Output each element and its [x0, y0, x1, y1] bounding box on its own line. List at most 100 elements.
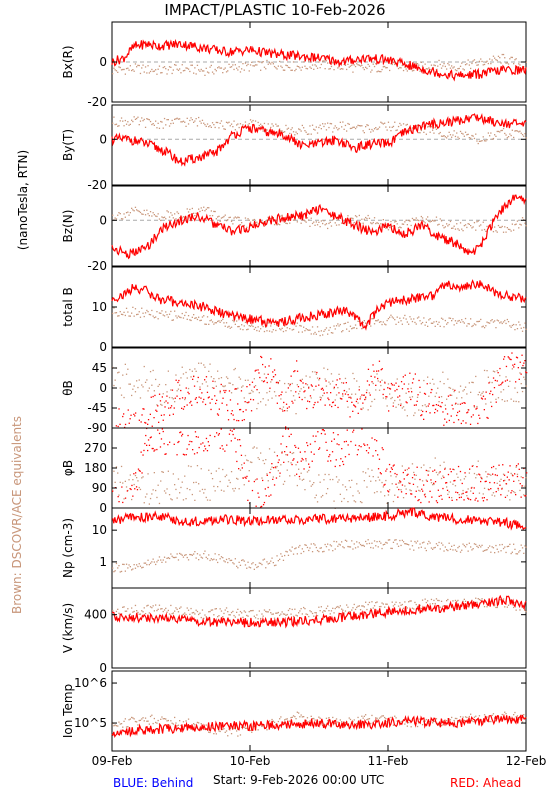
data-point [191, 64, 193, 66]
data-point [375, 450, 377, 452]
data-point [416, 400, 418, 402]
data-point [292, 395, 295, 397]
data-point [123, 311, 125, 313]
series-dscovr [112, 539, 527, 573]
data-point [421, 599, 424, 601]
data-point [338, 373, 340, 375]
data-point [352, 71, 354, 73]
data-point [193, 723, 195, 725]
data-point [142, 611, 144, 613]
data-point [356, 541, 358, 543]
data-point [290, 390, 292, 392]
data-point [521, 330, 524, 332]
data-point [389, 611, 391, 613]
data-point [430, 482, 433, 484]
data-point [354, 324, 357, 326]
data-point [258, 458, 260, 460]
data-point [156, 609, 158, 612]
data-point [222, 216, 224, 219]
data-point [318, 474, 320, 476]
data-point [471, 134, 473, 137]
data-point [482, 500, 485, 502]
data-point [125, 123, 128, 125]
data-point [284, 613, 286, 615]
data-point [185, 720, 187, 722]
data-point [236, 124, 238, 126]
data-point [346, 489, 348, 491]
data-point [142, 312, 144, 314]
data-point [230, 611, 233, 614]
data-point [475, 133, 477, 135]
data-point [444, 467, 446, 469]
data-point [267, 216, 269, 218]
data-point [344, 486, 347, 488]
data-point [491, 494, 493, 496]
data-point [386, 542, 388, 544]
data-point [222, 125, 224, 127]
data-point [126, 490, 128, 492]
data-point [267, 373, 269, 375]
data-point [447, 598, 449, 601]
data-point [228, 121, 230, 123]
data-point [486, 321, 488, 323]
data-point [333, 325, 335, 327]
data-point [368, 128, 371, 130]
data-point [276, 68, 278, 70]
data-point [484, 398, 486, 400]
data-point [282, 435, 284, 437]
data-point [401, 64, 403, 67]
data-point [189, 119, 191, 122]
data-point [335, 325, 338, 327]
data-point [282, 559, 285, 561]
data-point [272, 329, 274, 331]
data-point [230, 220, 233, 222]
data-point [489, 481, 491, 484]
data-point [378, 360, 381, 362]
data-point [489, 226, 491, 228]
data-point [483, 327, 486, 329]
data-point [305, 375, 307, 377]
data-point [201, 119, 204, 121]
data-point [141, 384, 143, 386]
data-point [229, 399, 232, 401]
data-point [128, 422, 130, 424]
data-point [373, 720, 376, 722]
data-point [416, 605, 419, 608]
data-point [127, 311, 129, 313]
data-point [467, 59, 469, 61]
data-point [251, 610, 253, 612]
data-point [207, 397, 209, 399]
data-point [507, 490, 510, 492]
panel-ylabel: By(T) [61, 129, 75, 161]
data-point [354, 406, 357, 408]
data-point [155, 69, 157, 71]
data-point [435, 320, 438, 323]
data-point [148, 444, 151, 446]
data-point [443, 383, 445, 385]
data-point [275, 395, 277, 397]
data-point [216, 413, 219, 415]
data-point [245, 477, 247, 479]
data-point [322, 222, 324, 225]
data-point [445, 408, 447, 410]
data-point [446, 421, 448, 423]
data-point [304, 489, 306, 491]
data-point [236, 477, 238, 480]
data-point [418, 379, 420, 382]
data-point [200, 397, 202, 399]
data-point [430, 220, 433, 222]
data-point [391, 316, 393, 318]
data-point [351, 393, 353, 395]
data-point [129, 383, 131, 385]
data-point [299, 716, 301, 718]
data-point [239, 564, 242, 566]
data-point [252, 399, 255, 401]
data-point [470, 713, 472, 715]
data-point [263, 501, 266, 504]
data-point [166, 488, 168, 490]
data-point [238, 325, 240, 328]
data-point [149, 413, 151, 415]
data-point [155, 316, 157, 318]
data-point [489, 322, 491, 324]
data-point [147, 449, 149, 452]
